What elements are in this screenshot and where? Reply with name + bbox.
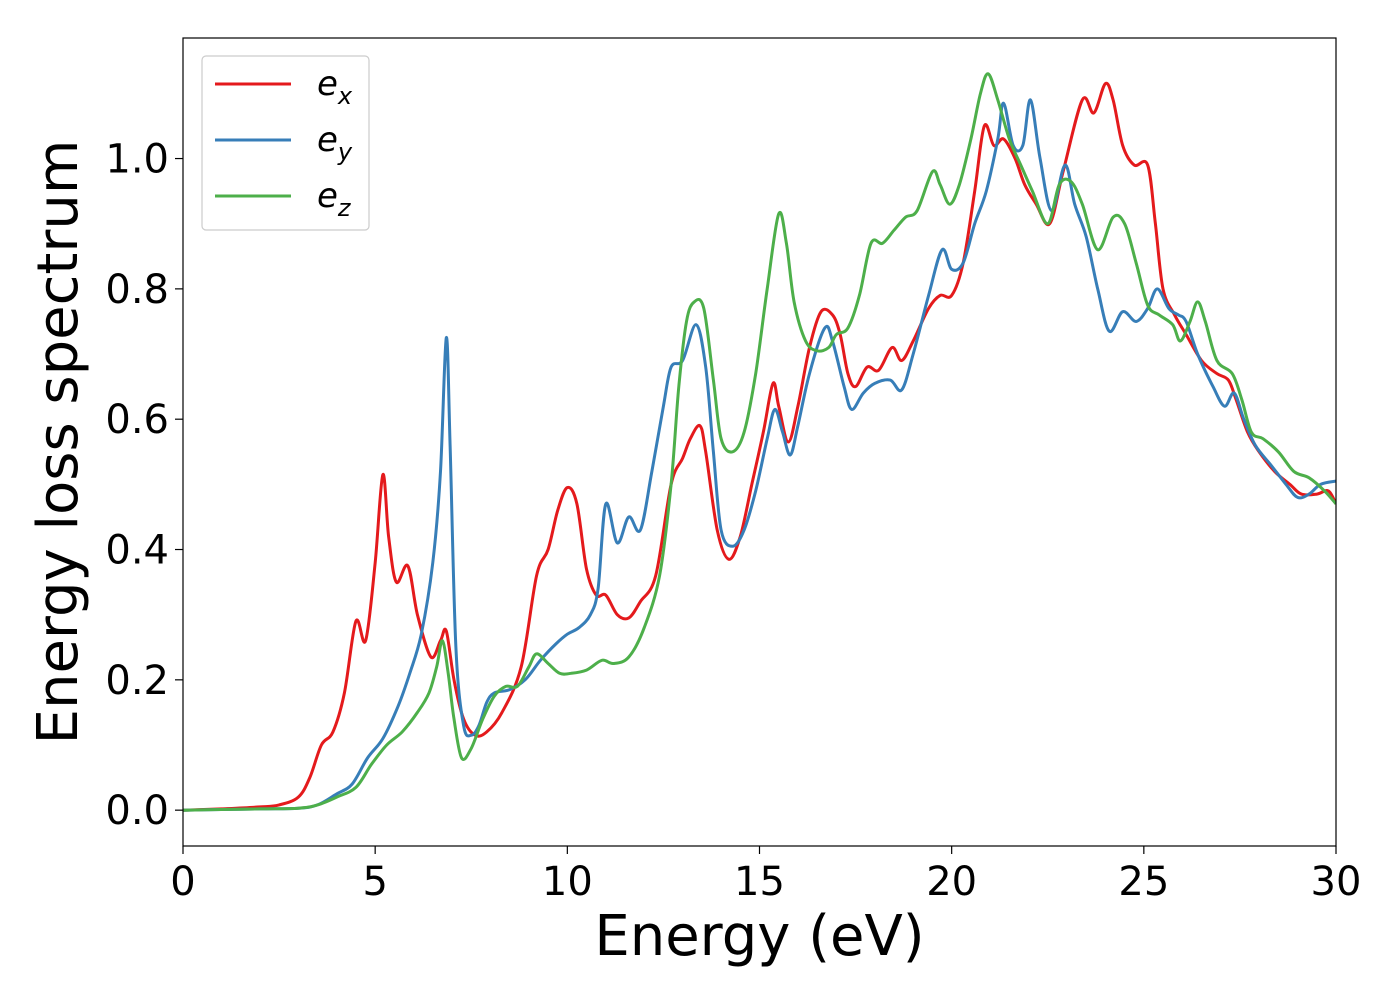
plot-background — [183, 38, 1336, 846]
x-axis-ticks: 0 5 10 15 20 25 30 — [170, 846, 1361, 905]
y-tick-label: 0.8 — [105, 267, 169, 313]
x-tick-label: 30 — [1311, 859, 1362, 905]
y-axis-title: Energy loss spectrum — [26, 140, 91, 745]
x-tick-label: 10 — [542, 859, 593, 905]
y-tick-label: 0.0 — [105, 788, 169, 834]
y-axis-ticks: 0.0 0.2 0.4 0.6 0.8 1.0 — [105, 137, 183, 834]
x-tick-label: 0 — [170, 859, 195, 905]
y-tick-label: 0.2 — [105, 658, 169, 704]
legend-box — [201, 55, 370, 231]
series-line-ey — [183, 98, 1336, 812]
x-tick-label: 25 — [1118, 859, 1169, 905]
series-line-ez — [183, 72, 1336, 812]
y-tick-label: 1.0 — [105, 137, 169, 183]
series-lines — [183, 72, 1336, 812]
x-axis-title: Energy (eV) — [594, 904, 924, 969]
y-tick-label: 0.6 — [105, 397, 169, 443]
x-tick-label: 20 — [926, 859, 977, 905]
x-tick-label: 15 — [734, 859, 785, 905]
x-tick-label: 5 — [362, 859, 387, 905]
y-tick-label: 0.4 — [105, 528, 169, 574]
series-line-ex — [183, 81, 1336, 812]
